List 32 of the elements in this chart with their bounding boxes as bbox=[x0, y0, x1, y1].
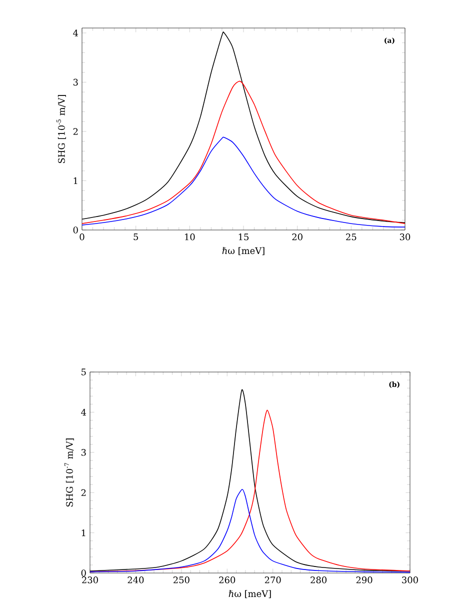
y-tick-label: 1 bbox=[82, 529, 86, 536]
y-tick-label: 3 bbox=[73, 78, 78, 86]
x-tick-label: 260 bbox=[219, 576, 236, 584]
x-tick-label: 10 bbox=[185, 234, 195, 240]
y-tick-label: 4 bbox=[73, 30, 78, 36]
x-tick-label: 290 bbox=[356, 576, 372, 584]
x-axis-title: ℏω [meV] bbox=[228, 590, 271, 598]
line-series bbox=[90, 488, 410, 573]
y-tick-label: 4 bbox=[81, 408, 86, 416]
y-tick-label: 2 bbox=[81, 489, 86, 496]
x-tick-label: 230 bbox=[82, 576, 98, 584]
y-axis-title: SHG [10$^{-5}$ m/V] bbox=[56, 94, 66, 164]
y-tick-label: 1 bbox=[74, 177, 78, 184]
x-tick-label: 15 bbox=[238, 234, 249, 240]
y-tick-label: 3 bbox=[81, 449, 86, 456]
y-tick-label: 5 bbox=[82, 368, 86, 376]
x-tick-label: 20 bbox=[292, 234, 302, 240]
x-tick-label: 240 bbox=[128, 576, 144, 584]
x-tick-label: 300 bbox=[402, 576, 418, 584]
x-tick-label: 5 bbox=[134, 234, 138, 240]
x-tick-label: 270 bbox=[264, 576, 281, 584]
y-tick-label: 2 bbox=[73, 128, 78, 135]
x-axis-title: ℏω [meV] bbox=[222, 247, 264, 256]
line-series bbox=[82, 80, 406, 224]
x-tick-label: 250 bbox=[173, 576, 190, 584]
x-tick-label: 30 bbox=[400, 234, 410, 240]
line-series bbox=[82, 136, 406, 228]
x-tick-label: 25 bbox=[346, 234, 356, 240]
y-axis-title: SHG [10$^{-7}$ m/V] bbox=[64, 438, 74, 507]
y-tick-label: 0 bbox=[73, 226, 78, 234]
y-tick-label: 0 bbox=[81, 570, 86, 576]
x-tick-label: 280 bbox=[310, 576, 327, 584]
